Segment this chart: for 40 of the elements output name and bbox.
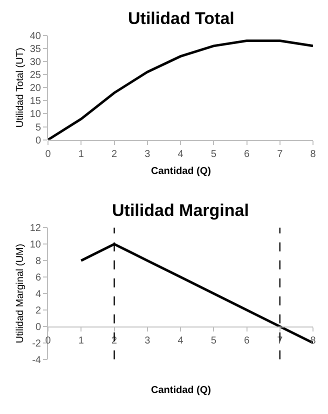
y-axis-title: Utilidad Marginal (UM) <box>14 244 26 344</box>
y-tick-label: 6 <box>35 272 42 284</box>
y-tick-label: 0 <box>35 322 42 333</box>
y-tick-label: 4 <box>35 289 42 300</box>
y-tick-label: 10 <box>30 240 42 251</box>
x-tick-label: 2 <box>111 148 118 160</box>
x-tick-label: 3 <box>144 335 151 346</box>
chart-title: Utilidad Total <box>128 9 234 28</box>
y-tick-label: 30 <box>30 57 42 68</box>
x-tick-label: 7 <box>277 148 284 160</box>
x-tick-label: 8 <box>310 335 316 346</box>
y-tick-label: 35 <box>30 44 42 56</box>
y-tick-label: 15 <box>30 96 42 108</box>
y-tick-label: -4 <box>32 354 42 366</box>
y-tick-label: 12 <box>30 223 42 234</box>
y-tick-label: 20 <box>30 83 42 94</box>
x-tick-label: 6 <box>244 148 250 160</box>
x-tick-label: 0 <box>45 148 52 160</box>
x-tick-label: 8 <box>310 148 316 160</box>
y-tick-label: 25 <box>30 70 42 82</box>
x-tick-label: 1 <box>78 148 84 160</box>
x-tick-label: 5 <box>210 335 217 346</box>
y-tick-label: 10 <box>30 109 42 120</box>
x-tick-label: 4 <box>178 148 184 160</box>
x-tick-label: 1 <box>78 335 84 346</box>
x-tick-label: 0 <box>45 335 52 346</box>
y-tick-label: 8 <box>35 256 42 268</box>
x-tick-label: 4 <box>178 335 184 346</box>
x-tick-label: 5 <box>210 148 217 160</box>
y-tick-label: 2 <box>35 305 42 316</box>
y-tick-label: 0 <box>35 135 42 146</box>
x-axis-title: Cantidad (Q) <box>151 166 211 177</box>
chart-title: Utilidad Marginal <box>112 201 249 220</box>
x-tick-label: 3 <box>144 148 151 160</box>
x-axis-title: Cantidad (Q) <box>151 385 211 396</box>
y-axis-title: Utilidad Total (UT) <box>14 48 26 128</box>
y-tick-label: 5 <box>35 122 42 134</box>
y-tick-label: 40 <box>30 30 42 42</box>
y-tick-label: -2 <box>32 338 42 350</box>
x-tick-label: 6 <box>244 335 250 346</box>
